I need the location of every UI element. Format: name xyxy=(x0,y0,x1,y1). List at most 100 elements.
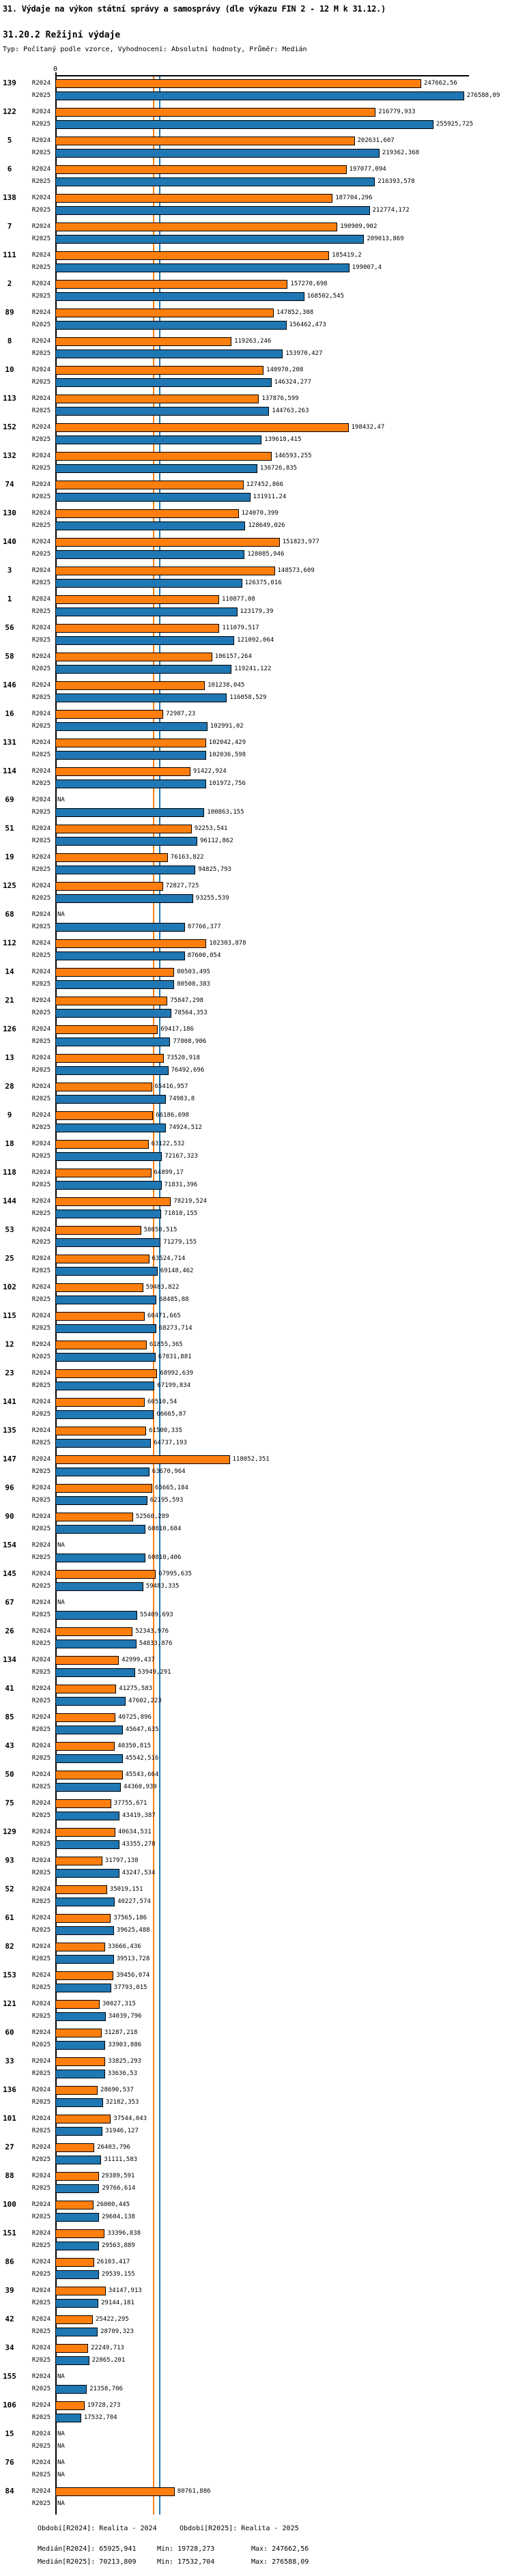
group-id-spacer xyxy=(0,1840,19,1849)
value-label: 40350,815 xyxy=(117,1743,152,1749)
bar-row-r2024: 134 R2024 42999,437 xyxy=(0,1656,512,1665)
series-label: R2024 xyxy=(31,2144,51,2151)
bar-r2025 xyxy=(55,1869,119,1878)
group-id: 21 xyxy=(5,996,14,1005)
bar-r2024 xyxy=(55,2287,106,2295)
series-label: R2025 xyxy=(31,92,51,99)
group-id-spacer xyxy=(0,1382,19,1390)
series-label: R2024 xyxy=(31,195,51,201)
value-label: 41275,583 xyxy=(119,1685,153,1692)
value-label: 123179,39 xyxy=(240,608,274,615)
series-label: R2024 xyxy=(31,682,51,689)
group-id-spacer xyxy=(0,2414,19,2422)
bar-r2024 xyxy=(55,2258,94,2267)
bar-row-r2024: 19 R2024 76163,822 xyxy=(0,853,512,862)
series-label: R2024 xyxy=(31,2316,51,2323)
value-label: 131911,24 xyxy=(253,493,287,500)
group-id: 33 xyxy=(5,2057,14,2065)
bar-r2025 xyxy=(55,2385,87,2394)
bar-r2025 xyxy=(55,550,245,559)
group-id: 13 xyxy=(5,1053,14,1062)
value-label: 66186,698 xyxy=(156,1112,189,1119)
bar-row-r2024: 16 R2024 72987,23 xyxy=(0,710,512,719)
bar-r2025 xyxy=(55,1181,162,1190)
group-id-spacer xyxy=(0,751,19,760)
group-id: 129 xyxy=(3,1827,16,1836)
series-label: R2025 xyxy=(31,838,51,844)
group-id-spacer xyxy=(0,1009,19,1018)
bar-r2025 xyxy=(55,464,257,473)
bar-group: 61 R2024 37565,186 R2025 39625,488 xyxy=(0,1911,512,1940)
value-label: 187704,296 xyxy=(335,195,373,201)
bar-group: 140 R2024 151823,977 R2025 128085,946 xyxy=(0,535,512,564)
group-id-spacer xyxy=(0,1152,19,1161)
bar-row-r2025: R2025 63670,964 xyxy=(0,1468,512,1476)
bar-r2025 xyxy=(55,407,270,416)
group-id: 112 xyxy=(3,939,16,947)
bar-row-r2024: 88 R2024 29389,591 xyxy=(0,2172,512,2181)
series-label: R2024 xyxy=(31,309,51,316)
bar-r2024 xyxy=(55,968,175,977)
bar-r2024 xyxy=(55,2115,111,2123)
value-label: 87600,054 xyxy=(187,952,221,959)
series-label: R2024 xyxy=(31,1169,51,1176)
value-label: 100863,155 xyxy=(207,809,244,816)
bar-group: 96 R2024 65665,184 R2025 62195,593 xyxy=(0,1481,512,1510)
series-label: R2025 xyxy=(31,2070,51,2077)
value-label: 37793,015 xyxy=(113,1984,147,1991)
series-label: R2025 xyxy=(31,723,51,730)
value-label: 67995,635 xyxy=(158,1571,192,1577)
group-id-spacer xyxy=(0,980,19,989)
bar-r2025 xyxy=(55,665,232,674)
bar-row-r2025: R2025 17532,704 xyxy=(0,2414,512,2422)
bar-row-r2025: R2025 128085,946 xyxy=(0,550,512,559)
bar-group: 126 R2024 69417,186 R2025 77808,906 xyxy=(0,1022,512,1051)
value-label: NA xyxy=(57,797,65,803)
series-label: R2024 xyxy=(31,252,51,259)
group-id: 23 xyxy=(5,1369,14,1377)
bar-group: 146 R2024 101238,045 R2025 116058,529 xyxy=(0,678,512,707)
group-id: 88 xyxy=(5,2171,14,2180)
group-id-spacer xyxy=(0,808,19,817)
value-label: 63122,532 xyxy=(151,1141,185,1147)
bar-r2025 xyxy=(55,2098,103,2107)
bar-group: 113 R2024 137876,599 R2025 144763,263 xyxy=(0,392,512,420)
bar-row-r2025: R2025 71831,396 xyxy=(0,1181,512,1190)
series-label: R2025 xyxy=(31,1898,51,1905)
bar-r2025 xyxy=(55,1726,123,1734)
bar-row-r2025: R2025 37793,015 xyxy=(0,1984,512,1992)
value-label: 31111,583 xyxy=(104,2156,138,2163)
group-id: 152 xyxy=(3,423,16,431)
bar-r2025 xyxy=(55,1554,145,1562)
value-label: 247662,56 xyxy=(424,80,457,87)
series-label: R2025 xyxy=(31,2472,51,2478)
series-label: R2025 xyxy=(31,1612,51,1618)
bar-row-r2025: R2025 146324,277 xyxy=(0,378,512,387)
bar-r2025 xyxy=(55,1525,145,1534)
bar-row-r2024: 7 R2024 190909,902 xyxy=(0,223,512,231)
group-id-spacer xyxy=(0,607,19,616)
group-id-spacer xyxy=(0,2070,19,2078)
value-label: 45647,635 xyxy=(125,1726,159,1733)
series-label: R2024 xyxy=(31,768,51,775)
legend-max-r2025: Max: 276588,09 xyxy=(251,2558,309,2566)
series-label: R2025 xyxy=(31,2500,51,2507)
value-label: 255925,725 xyxy=(436,121,474,128)
bar-row-r2025: R2025 76492,696 xyxy=(0,1066,512,1075)
bar-row-r2025: R2025 80508,383 xyxy=(0,980,512,989)
bar-r2025 xyxy=(55,923,185,932)
group-id-spacer xyxy=(0,349,19,358)
value-label: 157270,698 xyxy=(290,281,328,287)
series-label: R2024 xyxy=(31,1026,51,1033)
group-id-spacer xyxy=(0,1726,19,1734)
bar-row-r2024: 12 R2024 61855,365 xyxy=(0,1341,512,1349)
bar-group: 76 R2024 NA R2025 NA xyxy=(0,2456,512,2485)
bar-group: 134 R2024 42999,437 R2025 53949,291 xyxy=(0,1653,512,1682)
value-label: 33396,838 xyxy=(107,2230,141,2237)
group-id: 39 xyxy=(5,2286,14,2295)
bar-row-r2024: 39 R2024 34147,913 xyxy=(0,2287,512,2295)
bar-row-r2024: 135 R2024 61500,335 xyxy=(0,1427,512,1435)
series-label: R2025 xyxy=(31,2156,51,2163)
value-label: 198432,47 xyxy=(351,424,385,431)
bar-row-r2024: 118 R2024 64899,17 xyxy=(0,1169,512,1177)
